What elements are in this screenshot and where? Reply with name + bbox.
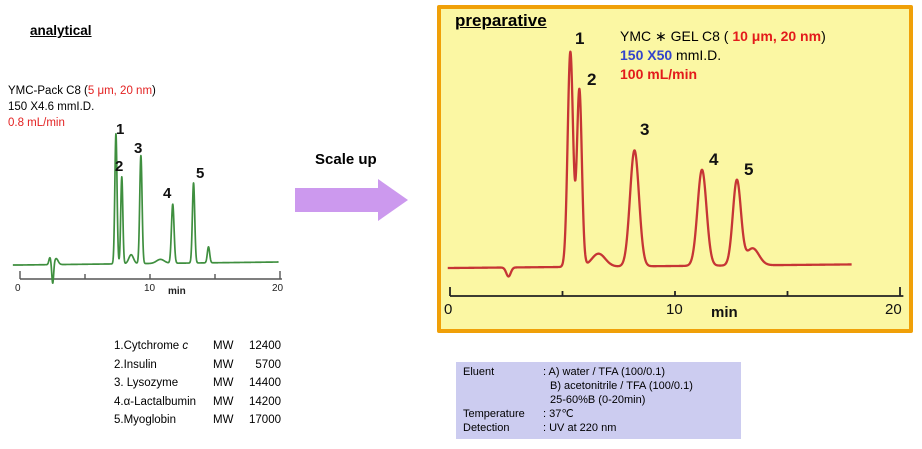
analytical-peak-label-5: 5 <box>196 165 205 182</box>
table-row: 3. Lysozyme MW 14400 <box>114 377 281 389</box>
condition-row-gradient: 25-60%B (0-20min) <box>550 394 646 406</box>
analytical-x-axis-label: min <box>168 286 186 297</box>
analytical-tick-0: 0 <box>15 283 21 294</box>
preparative-peak-label-2: 2 <box>587 70 597 89</box>
table-row: 5.Myoglobin MW 17000 <box>114 414 281 426</box>
table-row: 2.Insulin MW 5700 <box>114 358 281 371</box>
protein-legend-table: 1.Cytchrome c MW 12400 2.Insulin MW 5700 3. … <box>114 337 281 430</box>
preparative-peak-label-3: 3 <box>640 120 650 139</box>
preparative-peak-label-1: 1 <box>575 29 585 48</box>
condition-row-temperature: Temperature: 37℃ <box>463 408 574 420</box>
preparative-x-axis-label: min <box>711 304 738 321</box>
analytical-tick-10: 10 <box>144 283 156 294</box>
preparative-column-conditions: YMC ∗ GEL C8 ( 10 μm, 20 nm) 150 X50 mmI… <box>620 27 826 84</box>
preparative-panel <box>437 5 913 333</box>
condition-row-detection: Detection: UV at 220 nm <box>463 422 617 434</box>
condition-row-eluent-b: B) acetonitrile / TFA (100/0.1) <box>550 380 693 392</box>
scale-up-label: Scale up <box>315 151 377 168</box>
preparative-tick-0: 0 <box>444 301 453 318</box>
preparative-column-line: YMC ∗ GEL C8 ( 10 μm, 20 nm) <box>620 28 826 44</box>
table-row: 1.Cytchrome c MW 12400 <box>114 340 281 352</box>
analytical-column-conditions: YMC-Pack C8 (5 μm, 20 nm) 150 X4.6 mmI.D… <box>8 83 156 131</box>
conditions-box: Eluent: A) water / TFA (100/0.1) B) acet… <box>456 362 741 439</box>
preparative-tick-20: 20 <box>885 301 902 318</box>
analytical-heading: analytical <box>30 23 92 38</box>
analytical-chromatogram <box>12 133 282 284</box>
preparative-peak-label-5: 5 <box>744 160 754 179</box>
table-row: 4.α-Lactalbumin MW 14200 <box>114 395 281 408</box>
scale-up-arrow-icon <box>295 179 408 221</box>
condition-row-eluent: Eluent: A) water / TFA (100/0.1) <box>463 366 666 378</box>
preparative-chromatogram <box>446 50 904 297</box>
analytical-peak-label-4: 4 <box>163 185 172 202</box>
preparative-flowrate-line: 100 mL/min <box>620 66 698 82</box>
analytical-peak-label-2: 2 <box>115 158 124 175</box>
analytical-flowrate-line: 0.8 mL/min <box>8 117 65 129</box>
preparative-tick-10: 10 <box>666 301 683 318</box>
analytical-peak-label-1: 1 <box>116 121 125 138</box>
preparative-peak-label-4: 4 <box>709 150 719 169</box>
analytical-peak-label-3: 3 <box>134 140 143 157</box>
analytical-column-line: YMC-Pack C8 (5 μm, 20 nm) <box>8 85 156 97</box>
preparative-dimensions-line: 150 X50 mmI.D. <box>620 47 722 63</box>
preparative-heading: preparative <box>455 11 547 30</box>
analytical-dimensions-line: 150 X4.6 mmI.D. <box>8 101 95 113</box>
analytical-tick-20: 20 <box>272 283 284 294</box>
